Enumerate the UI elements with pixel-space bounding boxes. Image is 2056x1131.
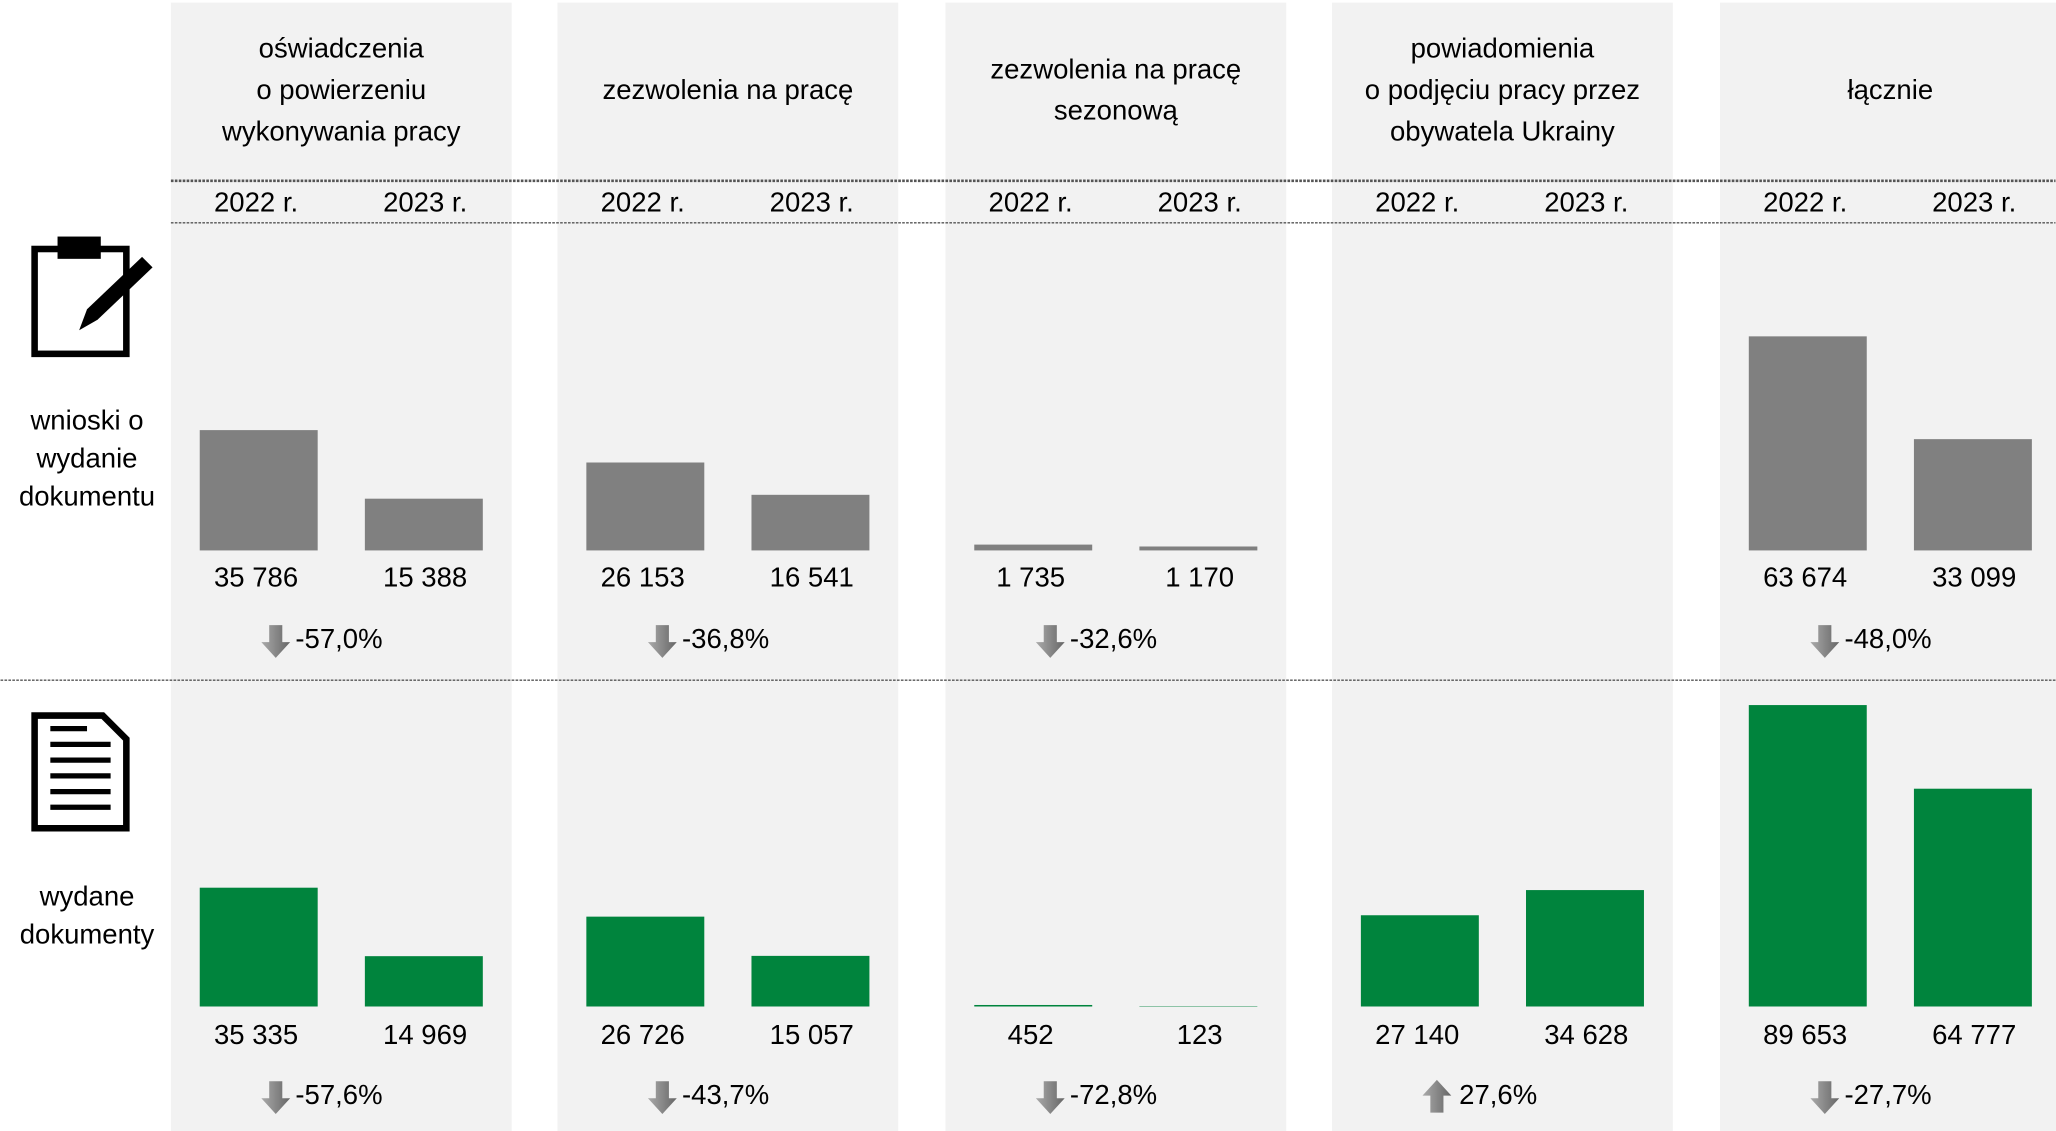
row-label: dokumentu — [19, 480, 155, 511]
value-label: 1 170 — [1165, 562, 1234, 593]
column-background — [945, 2, 1287, 1131]
change-label: -57,0% — [295, 623, 382, 654]
clipboard-icon — [31, 236, 153, 358]
value-label: 16 541 — [770, 562, 854, 593]
value-label: 1 735 — [996, 562, 1065, 593]
value-label: 34 628 — [1544, 1019, 1628, 1050]
bar — [1748, 336, 1867, 551]
value-label: 33 099 — [1932, 562, 2016, 593]
year-label: 2022 r. — [214, 187, 298, 218]
bar — [1913, 439, 2032, 551]
change-label: -36,8% — [682, 623, 769, 654]
value-label: 35 786 — [214, 562, 298, 593]
value-label: 26 153 — [601, 562, 685, 593]
year-label: 2022 r. — [989, 187, 1073, 218]
change-arrow — [1422, 1079, 1452, 1113]
row-label: wnioski o — [29, 404, 143, 435]
year-label: 2023 r. — [1932, 187, 2016, 218]
column-title: powiadomienia — [1411, 33, 1595, 64]
change-arrow — [261, 625, 291, 658]
year-label: 2022 r. — [1763, 187, 1847, 218]
bar — [364, 956, 483, 1007]
row-label: dokumenty — [20, 919, 155, 950]
column-title: oświadczenia — [259, 33, 425, 64]
bar — [1139, 546, 1258, 551]
bar — [199, 887, 318, 1007]
bar — [364, 498, 483, 551]
change-arrow — [1035, 625, 1065, 658]
year-label: 2023 r. — [1544, 187, 1628, 218]
change-arrow — [261, 1081, 291, 1114]
value-label: 27 140 — [1375, 1019, 1459, 1050]
change-label: 27,6% — [1459, 1079, 1537, 1110]
value-label: 64 777 — [1932, 1019, 2016, 1050]
bar — [1748, 705, 1867, 1007]
bar — [1913, 788, 2032, 1007]
column-title: sezonową — [1054, 95, 1179, 126]
column-title: zezwolenia na pracę — [602, 74, 853, 105]
value-label: 14 969 — [383, 1019, 467, 1050]
bar — [751, 955, 870, 1007]
column-title: łącznie — [1848, 74, 1934, 105]
change-arrow — [647, 625, 677, 658]
change-label: -32,6% — [1070, 623, 1157, 654]
bar — [751, 494, 870, 551]
year-label: 2022 r. — [1375, 187, 1459, 218]
year-label: 2023 r. — [770, 187, 854, 218]
column-title: o podjęciu pracy przez — [1365, 74, 1640, 105]
bar — [1526, 890, 1644, 1007]
column-title: o powierzeniu — [256, 74, 426, 105]
value-label: 15 388 — [383, 562, 467, 593]
year-label: 2022 r. — [601, 187, 685, 218]
bar — [974, 1004, 1093, 1007]
value-label: 63 674 — [1763, 562, 1847, 593]
column-title: wykonywania pracy — [221, 115, 461, 146]
year-label: 2023 r. — [383, 187, 467, 218]
change-label: -57,6% — [295, 1079, 382, 1110]
change-arrow — [647, 1081, 677, 1114]
bar — [1360, 915, 1479, 1007]
column-title: zezwolenia na pracę — [990, 53, 1241, 84]
change-arrow — [1035, 1081, 1065, 1114]
value-label: 35 335 — [214, 1019, 298, 1050]
change-label: -48,0% — [1844, 623, 1931, 654]
change-arrow — [1810, 1081, 1840, 1114]
value-label: 15 057 — [770, 1019, 854, 1050]
change-label: -43,7% — [682, 1079, 769, 1110]
value-label: 26 726 — [601, 1019, 685, 1050]
bar — [586, 462, 705, 551]
bar — [974, 544, 1093, 551]
document-icon — [31, 712, 130, 832]
change-label: -27,7% — [1844, 1079, 1931, 1110]
row-label: wydane — [39, 881, 135, 912]
year-label: 2023 r. — [1158, 187, 1242, 218]
change-arrow — [1810, 625, 1840, 658]
bar — [199, 430, 318, 551]
value-label: 452 — [1008, 1019, 1054, 1050]
bar — [586, 916, 705, 1007]
value-label: 123 — [1177, 1019, 1223, 1050]
row-label: wydanie — [36, 442, 138, 473]
value-label: 89 653 — [1763, 1019, 1847, 1050]
column-title: obywatela Ukrainy — [1390, 115, 1615, 146]
change-label: -72,8% — [1070, 1079, 1157, 1110]
